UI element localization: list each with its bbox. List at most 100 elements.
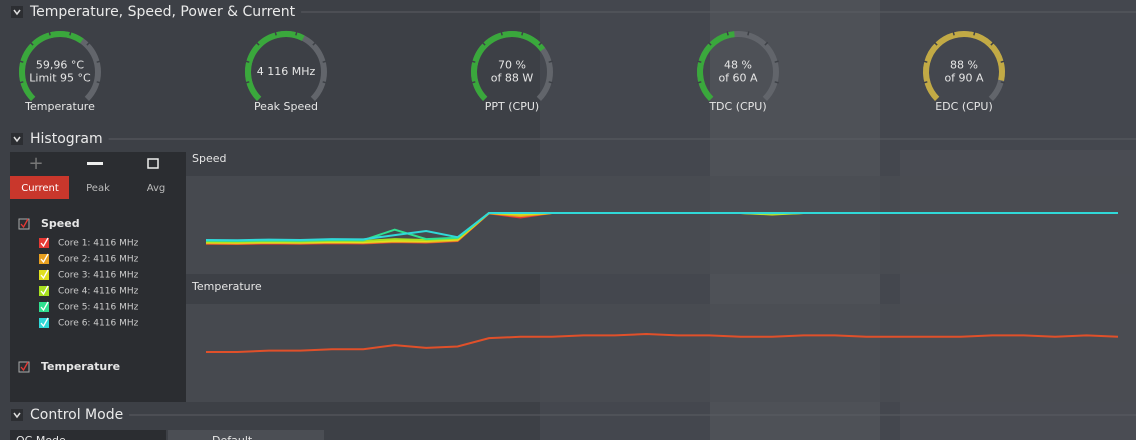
legend-item: Core 1: 4116 MHz (58, 239, 139, 249)
gauge-tick (322, 60, 327, 63)
gauge-value: 4 116 MHz (257, 65, 316, 78)
gauge-tick (952, 31, 955, 36)
checkbox[interactable] (18, 361, 30, 373)
series-line (205, 212, 1118, 242)
tab-label[interactable]: Avg (147, 183, 166, 194)
gauge-tick (86, 41, 91, 46)
check-mark (40, 237, 49, 248)
gauge-tick (764, 41, 769, 46)
section-title: Temperature, Speed, Power & Current (29, 4, 296, 20)
legend-item: Core 3: 4116 MHz (58, 271, 139, 281)
legend-title: Speed (41, 217, 80, 230)
chart-title: Temperature (191, 280, 262, 293)
speed-plot (186, 176, 1136, 274)
gauge-tick (322, 81, 327, 84)
gauge-fill (19, 31, 84, 101)
gauge-value: 48 % (724, 59, 752, 72)
gauge-tick (923, 81, 928, 84)
gauge-tick (933, 41, 938, 46)
legend-item: Core 4: 4116 MHz (58, 287, 139, 297)
gauge-tick (923, 60, 928, 63)
gauge-label: PPT (CPU) (485, 100, 539, 113)
gauge-tick (48, 31, 51, 36)
avg-icon[interactable] (147, 158, 159, 169)
gauge-tick (69, 31, 72, 36)
checkbox[interactable] (18, 218, 30, 230)
collapse-toggle[interactable] (11, 6, 23, 18)
content: Current Peak Avg Speed Core 1: 4116 MHz Core … (10, 152, 1119, 440)
gauge-tick (245, 81, 250, 84)
gauge-tick (245, 60, 250, 63)
section-title: Control Mode (30, 407, 123, 423)
section-title: Histogram (30, 131, 103, 147)
sections: Temperature, Speed, Power & Current Histo… (11, 4, 1136, 423)
legend-item: Core 2: 4116 MHz (58, 255, 139, 265)
gauge-tick (973, 31, 976, 36)
gauge-tick (295, 31, 298, 36)
gauge-tick (274, 31, 277, 36)
mode-label[interactable]: Default (212, 434, 253, 440)
gauge-value: of 60 A (718, 72, 758, 85)
gauge-tick (538, 41, 543, 46)
gauge-tick (1000, 81, 1005, 84)
check-mark (40, 317, 49, 328)
tab-label[interactable]: Current (21, 183, 59, 194)
gauge-label: TDC (CPU) (708, 100, 766, 113)
gauge-value: 88 % (950, 59, 978, 72)
gauge-tick (1000, 60, 1005, 63)
check-mark (40, 301, 49, 312)
legend-item: Core 6: 4116 MHz (58, 319, 139, 329)
gauge-tick (481, 41, 486, 46)
gauge-value: 70 % (498, 59, 526, 72)
gauge-label: Peak Speed (254, 100, 318, 113)
mode-label[interactable]: OC Mode (16, 434, 66, 440)
gauge-fill (697, 31, 735, 101)
gauge-tick (96, 60, 101, 63)
check-mark (20, 361, 29, 372)
gauge-tick (255, 41, 260, 46)
gauge-tick (312, 41, 317, 46)
mode-button[interactable] (10, 430, 166, 440)
gauge-tick (697, 81, 702, 84)
gauge-tick (471, 60, 476, 63)
active-tab[interactable] (10, 176, 69, 199)
series-checkbox[interactable] (39, 270, 49, 280)
temp-plot (186, 304, 1136, 402)
series-checkbox[interactable] (39, 286, 49, 296)
gauge-tick (29, 41, 34, 46)
check-mark (40, 285, 49, 296)
gauge-value: of 88 W (491, 72, 534, 85)
gauge-tick (707, 41, 712, 46)
check-mark (20, 218, 29, 229)
add-icon[interactable]: + (28, 153, 43, 174)
gauge-tick (500, 31, 503, 36)
mode-button[interactable] (168, 430, 324, 440)
peak-icon[interactable] (87, 162, 103, 165)
gauge-fill (245, 31, 305, 101)
gauge-tick (774, 60, 779, 63)
gauge-tick (548, 81, 553, 84)
series-checkbox[interactable] (39, 238, 49, 248)
collapse-toggle[interactable] (11, 133, 23, 145)
chevron (13, 9, 21, 16)
gauge-tick (726, 31, 729, 36)
gauge-tick (697, 60, 702, 63)
gauge-value: of 90 A (944, 72, 984, 85)
gauge-tick (990, 41, 995, 46)
gauge-tick (19, 81, 24, 84)
gauge-value: 59,96 °C (36, 59, 84, 72)
legend-title: Temperature (41, 360, 120, 373)
collapse-toggle[interactable] (11, 409, 23, 421)
series-checkbox[interactable] (39, 302, 49, 312)
series-line (206, 332, 1119, 353)
series-checkbox[interactable] (39, 318, 49, 328)
gauge-tick (774, 81, 779, 84)
series-checkbox[interactable] (39, 254, 49, 264)
gauge-label: EDC (CPU) (935, 100, 993, 113)
chevron (13, 136, 21, 143)
chevron (13, 412, 21, 419)
tab-label[interactable]: Peak (86, 183, 110, 194)
gauge-tick (548, 60, 553, 63)
